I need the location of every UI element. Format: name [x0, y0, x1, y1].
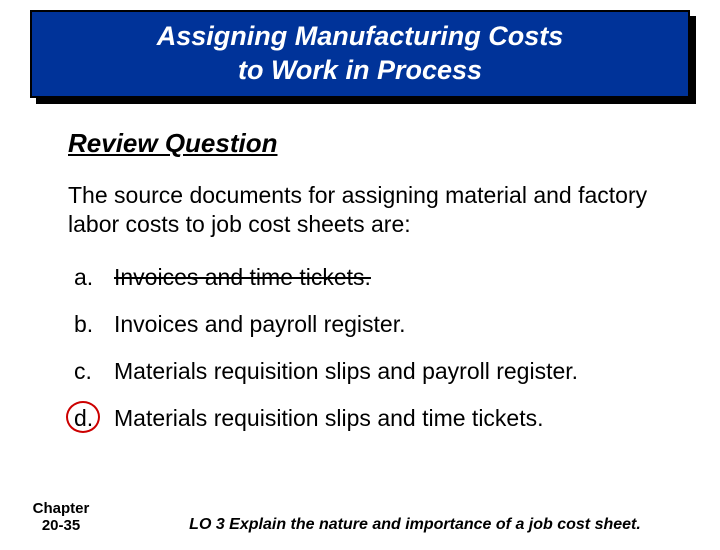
title-line1: Assigning Manufacturing Costs	[157, 21, 564, 51]
section-heading: Review Question	[68, 128, 662, 159]
footer: Chapter 20-35 LO 3 Explain the nature an…	[0, 500, 720, 535]
chapter-reference: Chapter 20-35	[26, 500, 96, 535]
title-text: Assigning Manufacturing Costs to Work in…	[52, 20, 668, 88]
question-text: The source documents for assigning mater…	[68, 181, 662, 241]
option-letter-c: c.	[74, 358, 114, 385]
option-d: d. Materials requisition slips and time …	[74, 405, 662, 432]
option-letter-b: b.	[74, 311, 114, 338]
option-text-a: Invoices and time tickets.	[114, 264, 662, 291]
options-list: a. Invoices and time tickets. b. Invoice…	[68, 264, 662, 432]
option-letter-a: a.	[74, 264, 114, 291]
option-text-b: Invoices and payroll register.	[114, 311, 662, 338]
option-letter-d: d.	[74, 405, 114, 432]
option-a: a. Invoices and time tickets.	[74, 264, 662, 291]
option-b: b. Invoices and payroll register.	[74, 311, 662, 338]
title-line2: to Work in Process	[238, 55, 482, 85]
content-area: Review Question The source documents for…	[0, 98, 720, 433]
option-text-c: Materials requisition slips and payroll …	[114, 358, 662, 385]
option-text-d: Materials requisition slips and time tic…	[114, 405, 662, 432]
chapter-label: Chapter	[33, 500, 90, 517]
title-banner: Assigning Manufacturing Costs to Work in…	[30, 10, 690, 98]
title-box: Assigning Manufacturing Costs to Work in…	[30, 10, 690, 98]
option-c: c. Materials requisition slips and payro…	[74, 358, 662, 385]
option-letter-d-text: d.	[74, 405, 93, 431]
learning-objective: LO 3 Explain the nature and importance o…	[96, 516, 694, 534]
chapter-number: 20-35	[42, 517, 80, 534]
